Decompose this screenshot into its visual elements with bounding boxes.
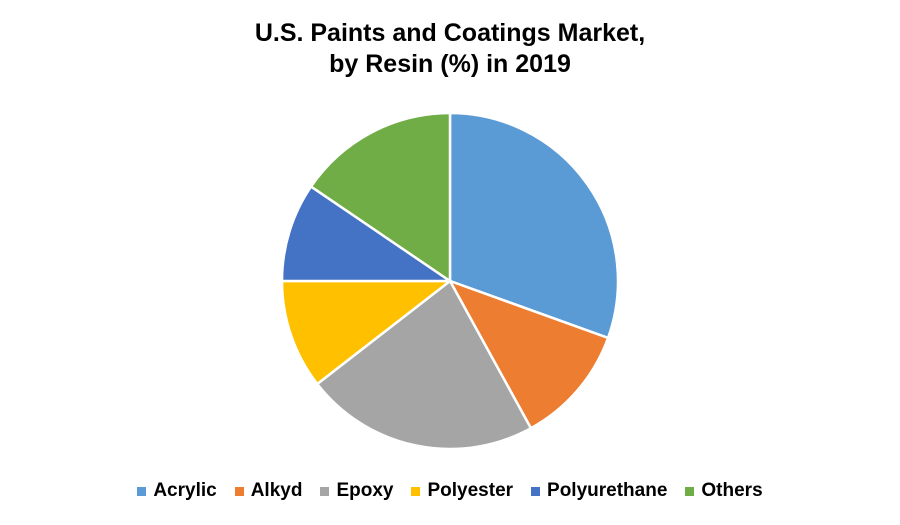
legend-label: Others [701, 480, 763, 501]
pie-slice-acrylic [448, 111, 620, 340]
legend-swatch [531, 486, 541, 496]
legend-swatch [320, 486, 330, 496]
legend-swatch [234, 486, 244, 496]
pie-slice-epoxy [316, 279, 533, 451]
legend-item-polyurethane: Polyurethane [531, 480, 667, 502]
legend-item-others: Others [685, 480, 763, 502]
legend-label: Epoxy [336, 480, 394, 501]
legend-label: Alkyd [250, 480, 303, 501]
chart-title-block: U.S. Paints and Coatings Market, by Resi… [0, 18, 900, 80]
legend-swatch [137, 486, 147, 496]
chart-title: U.S. Paints and Coatings Market, [254, 19, 646, 47]
legend-item-alkyd: Alkyd [234, 480, 303, 502]
chart-subtitle: by Resin (%) in 2019 [329, 50, 571, 78]
legend: Acrylic Alkyd Epoxy Polyester Polyurethane Ot… [0, 480, 900, 502]
pie-slice-polyurethane [280, 185, 452, 283]
legend-label: Acrylic [153, 480, 217, 501]
legend-label: Polyester [427, 480, 514, 501]
legend-item-epoxy: Epoxy [320, 480, 393, 502]
legend-item-acrylic: Acrylic [137, 480, 217, 502]
pie-slice-polyester [280, 279, 452, 386]
legend-item-polyester: Polyester [411, 480, 513, 502]
legend-swatch [685, 486, 695, 496]
pie-slice-alkyd [448, 279, 610, 430]
legend-swatch [411, 486, 421, 496]
legend-label: Polyurethane [547, 480, 668, 501]
pie-slice-others [309, 111, 452, 283]
